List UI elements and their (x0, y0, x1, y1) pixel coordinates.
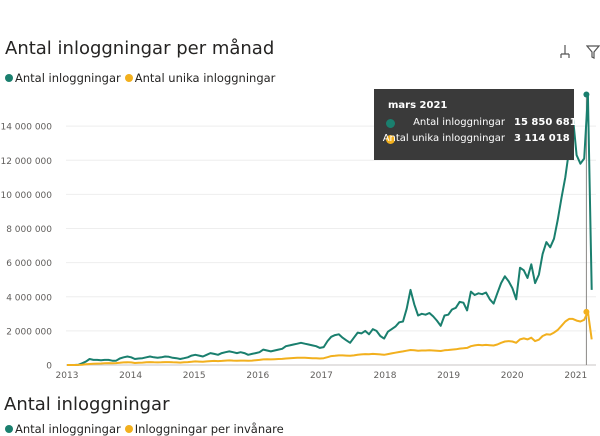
second-chart-title: Antal inloggningar (4, 394, 170, 415)
legend2-dot-per-capita (124, 425, 133, 433)
y-tick-label: 0 (46, 362, 52, 372)
y-tick-label: 6 000 000 (6, 259, 52, 269)
chart-title: Antal inloggningar per månad (5, 38, 275, 59)
tooltip-value-unique-logins: 3 114 018 (514, 133, 570, 144)
legend2-label-per-capita: Inloggningar per invånare (134, 422, 284, 436)
legend-item-logins[interactable]: Antal inloggningar (5, 71, 121, 85)
x-tick-label: 2019 (437, 371, 460, 381)
tooltip-row-unique-logins: Antal unika inloggningar 3 114 018 (374, 133, 574, 147)
y-tick-label: 4 000 000 (6, 293, 52, 303)
tooltip: mars 2021 Antal inloggningar 15 850 681 … (374, 89, 577, 160)
x-tick-label: 2018 (374, 371, 397, 381)
tooltip-dot-unique-logins (386, 135, 395, 144)
y-tick-label: 2 000 000 (6, 327, 52, 337)
legend-item-unique-logins[interactable]: Antal unika inloggningar (124, 71, 276, 85)
legend-label-logins: Antal inloggningar (15, 71, 121, 85)
tooltip-row-logins: Antal inloggningar 15 850 681 (374, 117, 577, 131)
legend-dot-logins (5, 74, 13, 82)
y-tick-label: 12 000 000 (0, 157, 52, 167)
series-group (67, 91, 593, 366)
hover-point-logins (583, 91, 590, 98)
legend2-label-logins: Antal inloggningar (15, 422, 121, 436)
legend2-item-per-capita[interactable]: Inloggningar per invånare (124, 422, 284, 436)
y-tick-label: 14 000 000 (0, 123, 52, 133)
y-tick-label: 10 000 000 (0, 191, 52, 201)
legend2-item-logins[interactable]: Antal inloggningar (5, 422, 121, 436)
y-tick-label: 8 000 000 (6, 225, 52, 235)
x-tick-label: 2017 (310, 371, 333, 381)
x-tick-label: 2016 (246, 371, 269, 381)
series-line-logins (67, 93, 593, 366)
tooltip-label-logins: Antal inloggningar (413, 117, 505, 128)
legend-label-unique-logins: Antal unika inloggningar (134, 71, 276, 85)
visual-toolbar (558, 44, 600, 60)
x-tick-label: 2013 (56, 371, 79, 381)
x-tick-label: 2015 (183, 371, 206, 381)
series-line-unique-logins (67, 310, 593, 366)
legend-top: Antal inloggningar Antal unika inloggnin… (5, 71, 279, 85)
legend2-dot-logins (5, 425, 13, 433)
tooltip-dot-logins (386, 119, 395, 128)
tooltip-title: mars 2021 (388, 100, 448, 111)
filter-icon[interactable] (585, 44, 600, 60)
legend-bottom: Antal inloggningar Inloggningar per invå… (5, 422, 288, 436)
x-tick-label: 2020 (501, 371, 524, 381)
tooltip-value-logins: 15 850 681 (514, 117, 577, 128)
x-axis-ticks: 2013 2014 2015 2016 2017 2018 2019 2020 2021 (56, 371, 588, 381)
legend-dot-unique-logins (124, 74, 133, 82)
tooltip-label-unique-logins: Antal unika inloggningar (382, 133, 505, 144)
drill-down-icon[interactable] (558, 44, 572, 60)
y-gridlines (66, 125, 596, 366)
x-tick-label: 2014 (119, 371, 142, 381)
y-axis-ticks: 0 2 000 000 4 000 000 6 000 000 8 000 000 10 … (0, 123, 52, 372)
x-tick-label: 2021 (564, 371, 587, 381)
hover-point-unique-logins (583, 308, 590, 315)
